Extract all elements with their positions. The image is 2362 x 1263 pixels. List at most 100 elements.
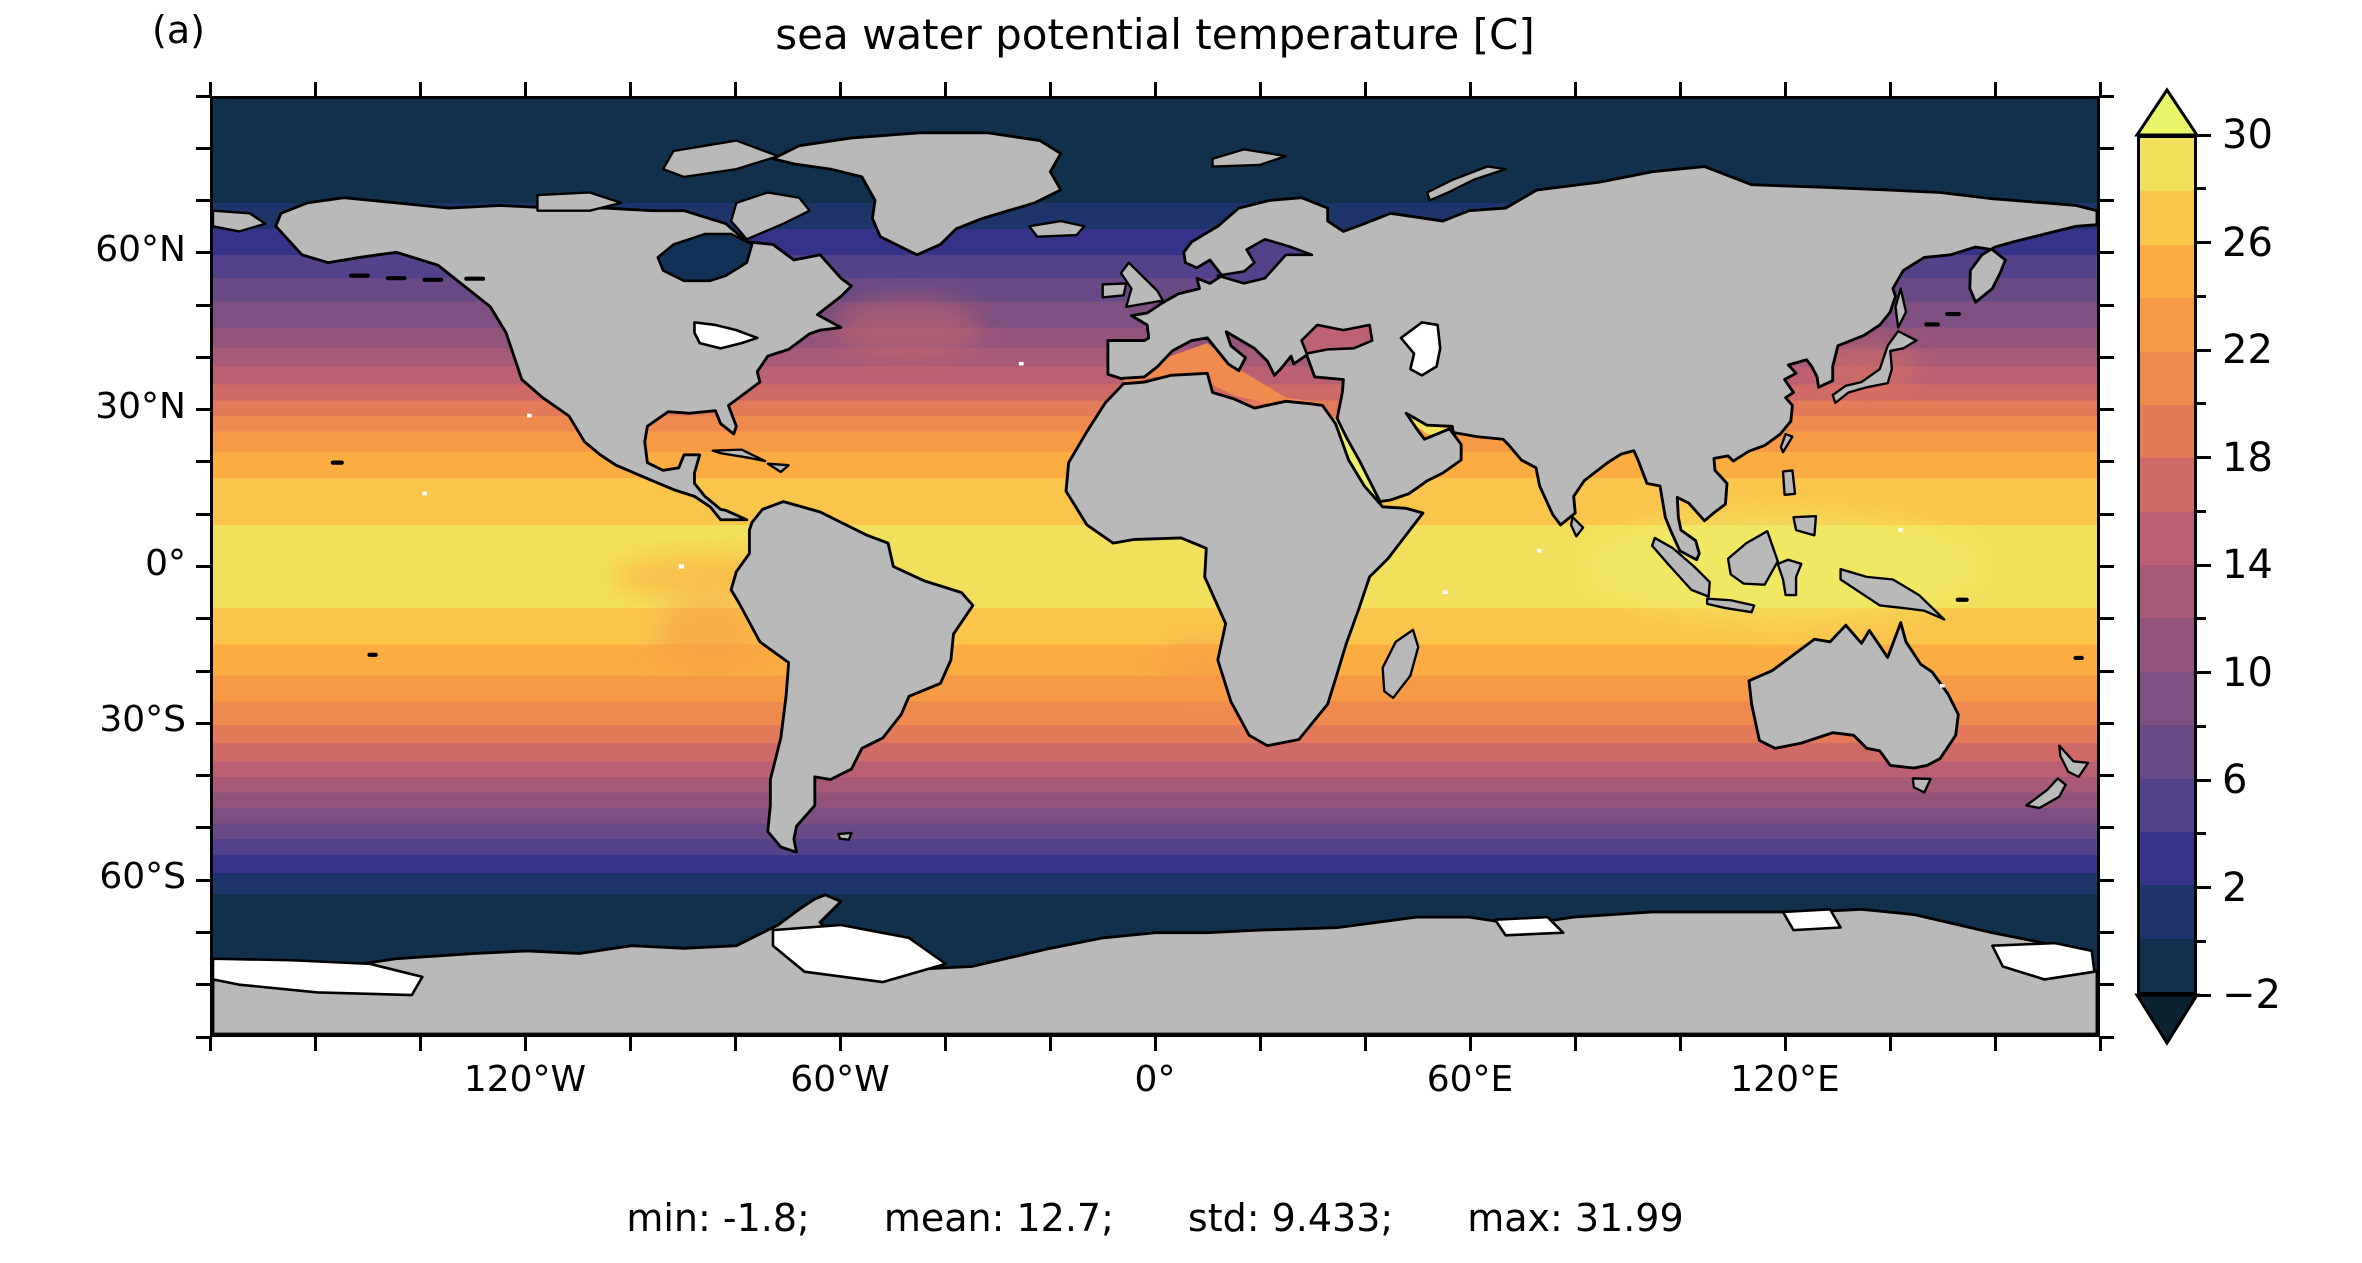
colorbar-bin (2140, 618, 2194, 672)
island-tasmania (1911, 777, 1932, 794)
caspian-sea (1399, 321, 1442, 377)
x-tick-bottom (1048, 1037, 1052, 1051)
y-tick-right (2100, 512, 2114, 516)
island-falklands (837, 831, 853, 841)
colorbar-tick-major (2197, 133, 2211, 137)
colorbar-bin (2140, 298, 2194, 352)
colorbar-tick-label: 22 (2222, 327, 2273, 373)
colorbar-bin (2140, 458, 2194, 512)
x-tick-label: 120°E (1730, 1059, 1840, 1100)
hawaii-islands (330, 460, 344, 465)
ross-east-ice (1991, 941, 2096, 981)
colorbar-tick-minor (2197, 939, 2206, 943)
aleutian-islands (349, 273, 370, 278)
y-tick-left (196, 355, 210, 359)
y-tick-left (196, 669, 210, 673)
x-tick-top (313, 82, 317, 96)
x-tick-bottom (1993, 1037, 1997, 1051)
y-tick-left (196, 826, 210, 830)
x-tick-bottom (1153, 1037, 1157, 1051)
colorbar-tick-label: 26 (2222, 219, 2273, 266)
colorbar (2137, 135, 2197, 995)
x-tick-top (1153, 82, 1157, 96)
island-ireland (1101, 282, 1128, 299)
island-victoria (536, 191, 623, 212)
amery-ice (1493, 915, 1565, 937)
y-tick-label: 60°N (95, 228, 186, 270)
fiji-islands (2073, 655, 2084, 660)
x-tick-bottom (2098, 1037, 2102, 1051)
y-tick-left (196, 983, 210, 987)
stats-line: min: -1.8; mean: 12.7; std: 9.433; max: … (210, 1196, 2100, 1240)
island-japan (1831, 330, 1918, 405)
continent-antarctica (213, 893, 2097, 1034)
east-antarctic-ice (1781, 908, 1842, 932)
y-tick-right (2100, 146, 2114, 150)
colorbar-bin (2140, 138, 2194, 192)
y-tick-label: 30°N (95, 385, 186, 427)
world-temperature-map (213, 99, 2097, 1034)
y-tick-right (2100, 930, 2114, 934)
island-sakhalin (1894, 287, 1908, 329)
colorbar-bin (2140, 244, 2194, 299)
x-tick-top (2098, 82, 2102, 96)
x-tick-top (1363, 82, 1367, 96)
y-tick-left (196, 565, 210, 568)
colorbar-bin (2140, 778, 2194, 832)
colorbar-tick-minor (2197, 187, 2206, 191)
island-mindanao (1792, 514, 1818, 537)
y-tick-label: 0° (145, 542, 186, 584)
island-new-zealand-north (2058, 744, 2090, 779)
colorbar-bin (2140, 565, 2194, 619)
black-sea (1300, 323, 1374, 355)
colorbar-tick-label: 18 (2222, 434, 2273, 481)
x-tick-top (838, 82, 842, 96)
y-tick-left (196, 94, 210, 98)
aleutian-islands (464, 276, 486, 281)
colorbar-bin (2140, 351, 2194, 405)
x-tick-top (1993, 82, 1997, 96)
colorbar-tick-minor (2197, 832, 2206, 836)
y-tick-left (196, 512, 210, 516)
x-tick-top (1888, 82, 1892, 96)
great-lakes (693, 321, 759, 350)
x-tick-bottom (523, 1037, 527, 1051)
colorbar-tick-label: 10 (2222, 649, 2273, 696)
stat-min: min: -1.8; (626, 1196, 810, 1240)
island-taiwan (1779, 432, 1794, 454)
colorbar-tick-minor (2197, 294, 2206, 298)
map-plot-area (210, 96, 2100, 1037)
colorbar-tick-label: 6 (2222, 757, 2248, 803)
x-tick-bottom (418, 1037, 422, 1051)
island-sulawesi (1776, 558, 1803, 597)
y-tick-right (2100, 94, 2114, 98)
colorbar-extend-under (2134, 993, 2200, 1046)
colorbar-tick-label: 2 (2222, 864, 2248, 911)
y-tick-right (2100, 774, 2114, 778)
y-tick-right (2100, 460, 2114, 464)
y-tick-right (2100, 251, 2114, 255)
y-tick-right (2100, 355, 2114, 359)
colorbar-tick-label: 14 (2222, 542, 2273, 588)
y-tick-right (2100, 565, 2114, 568)
y-tick-left (196, 878, 210, 882)
continent-eurasia (1106, 165, 2097, 562)
island-svalbard (1211, 148, 1288, 168)
colorbar-tick-minor (2197, 402, 2206, 406)
y-tick-right (2100, 303, 2114, 307)
colorbar-tick-label: 30 (2222, 112, 2273, 158)
x-tick-top (523, 82, 527, 96)
x-tick-label: 60°W (790, 1059, 890, 1100)
y-tick-label: 30°S (99, 699, 186, 741)
x-tick-top (418, 82, 422, 96)
solomon-islands (1955, 597, 1969, 602)
no-data-specks (422, 361, 1945, 688)
islands (330, 139, 2090, 841)
continent-south-america (729, 500, 975, 854)
y-tick-left (196, 721, 210, 725)
colorbar-tick-major (2197, 241, 2211, 244)
island-cuba (711, 448, 767, 463)
x-tick-top (628, 82, 632, 96)
x-tick-bottom (628, 1037, 632, 1051)
red-sea (1332, 418, 1381, 505)
